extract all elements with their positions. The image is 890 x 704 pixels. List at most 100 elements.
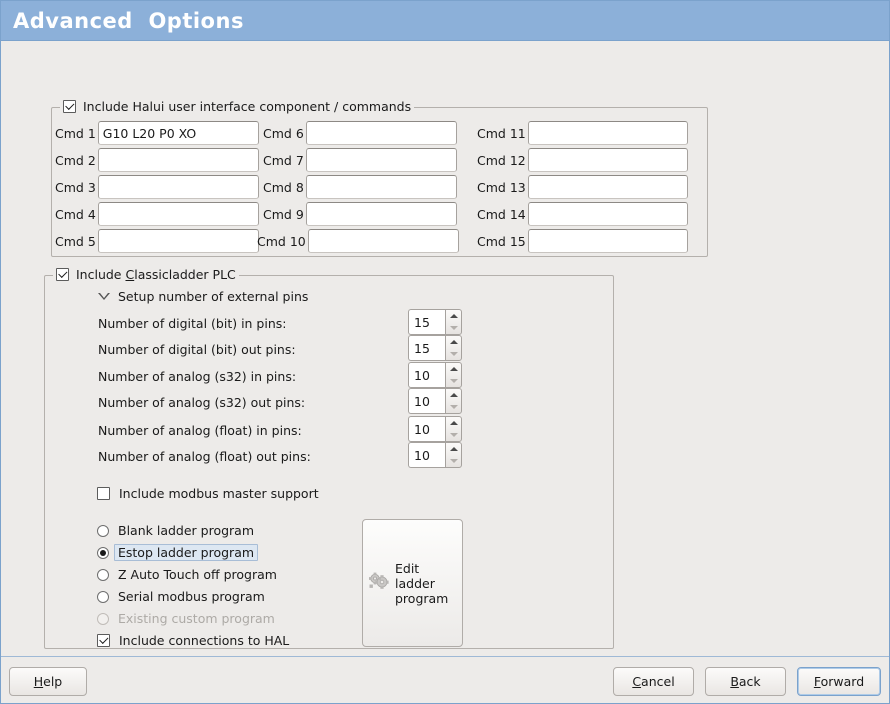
dialog-titlebar: Advanced Options	[1, 1, 889, 41]
pin-count-input[interactable]: 15	[408, 309, 445, 335]
radio-icon	[97, 612, 109, 625]
cmd-label: Cmd 12	[477, 152, 526, 168]
spinner-buttons[interactable]	[445, 442, 462, 468]
pin-label: Number of analog (s32) out pins:	[98, 395, 306, 410]
radio-icon[interactable]	[97, 546, 109, 559]
page-title: Advanced Options	[13, 8, 244, 33]
cmd-row: Cmd 11	[477, 121, 688, 145]
radio-blank-ladder-program[interactable]: Blank ladder program	[97, 523, 254, 538]
cmd-row: Cmd 12	[477, 148, 688, 172]
forward-button[interactable]: Forward	[797, 667, 881, 696]
pin-count-spinner[interactable]: 15	[408, 309, 462, 335]
spinner-buttons[interactable]	[445, 335, 462, 361]
spinner-buttons[interactable]	[445, 388, 462, 414]
pin-count-input[interactable]: 10	[408, 442, 445, 468]
cmd-input[interactable]	[527, 148, 688, 172]
spinner-up-icon[interactable]	[446, 310, 461, 322]
pin-label: Number of analog (float) out pins:	[98, 449, 311, 464]
radio-icon[interactable]	[97, 568, 109, 581]
pin-count-input[interactable]: 10	[408, 362, 445, 388]
cmd-label: Cmd 11	[477, 125, 526, 141]
cmd-input[interactable]	[305, 121, 457, 145]
radio-z-auto-touch-off-program[interactable]: Z Auto Touch off program	[97, 567, 277, 582]
cmd-label: Cmd 4	[55, 206, 96, 222]
pin-count-spinner[interactable]: 10	[408, 442, 462, 468]
external-pins-expander[interactable]: Setup number of external pins	[98, 289, 308, 304]
pin-count-input[interactable]: 10	[408, 416, 445, 442]
cmd-input[interactable]	[527, 175, 688, 199]
hal-connections-checkbox-row[interactable]: Include connections to HAL	[97, 633, 289, 648]
cmd-label: Cmd 9	[263, 206, 304, 222]
radio-existing-custom-program: Existing custom program	[97, 611, 275, 626]
spinner-up-icon[interactable]	[446, 443, 461, 455]
cancel-button[interactable]: Cancel	[613, 667, 694, 696]
classicladder-checkbox[interactable]	[56, 268, 69, 281]
help-button[interactable]: Help	[9, 667, 87, 696]
pin-label: Number of analog (s32) in pins:	[98, 369, 297, 384]
modbus-master-label: Include modbus master support	[119, 486, 319, 501]
cmd-input[interactable]	[527, 202, 688, 226]
cmd-input[interactable]	[527, 121, 688, 145]
radio-icon[interactable]	[97, 590, 109, 603]
spinner-buttons[interactable]	[445, 362, 462, 388]
cmd-row: Cmd 1 G10 L20 P0 XO	[55, 121, 259, 145]
modbus-master-checkbox-row[interactable]: Include modbus master support	[97, 486, 319, 501]
spinner-up-icon[interactable]	[446, 336, 461, 348]
cmd-input[interactable]	[97, 175, 259, 199]
classicladder-frame-label[interactable]: Include Classicladder PLC	[53, 267, 239, 282]
cmd-label: Cmd 2	[55, 152, 96, 168]
modbus-master-checkbox[interactable]	[97, 487, 110, 500]
classicladder-checkbox-label: Include Classicladder PLC	[76, 267, 236, 282]
gears-icon	[367, 570, 393, 597]
pin-count-input[interactable]: 15	[408, 335, 445, 361]
cmd-input[interactable]	[307, 229, 459, 253]
cmd-label: Cmd 1	[55, 125, 96, 141]
pin-count-spinner[interactable]: 15	[408, 335, 462, 361]
cmd-row: Cmd 9	[263, 202, 457, 226]
radio-icon[interactable]	[97, 524, 109, 537]
cmd-input[interactable]	[305, 202, 457, 226]
cmd-row: Cmd 13	[477, 175, 688, 199]
spinner-down-icon[interactable]	[446, 429, 461, 441]
cmd-label: Cmd 10	[257, 233, 306, 249]
cmd-label: Cmd 14	[477, 206, 526, 222]
cmd-row: Cmd 14	[477, 202, 688, 226]
cmd-input[interactable]	[97, 148, 259, 172]
radio-label: Blank ladder program	[118, 523, 255, 538]
spinner-up-icon[interactable]	[446, 417, 461, 429]
spinner-up-icon[interactable]	[446, 389, 461, 401]
radio-label: Z Auto Touch off program	[118, 567, 277, 582]
radio-estop-ladder-program[interactable]: Estop ladder program	[97, 544, 259, 561]
radio-label: Serial modbus program	[118, 589, 265, 604]
cmd-input[interactable]	[305, 175, 457, 199]
spinner-down-icon[interactable]	[446, 322, 461, 334]
back-button[interactable]: Back	[705, 667, 786, 696]
cmd-input[interactable]	[527, 229, 688, 253]
pin-count-spinner[interactable]: 10	[408, 362, 462, 388]
pin-count-input[interactable]: 10	[408, 388, 445, 414]
halui-frame-label[interactable]: Include Halui user interface component /…	[60, 99, 415, 114]
spinner-buttons[interactable]	[445, 309, 462, 335]
spinner-buttons[interactable]	[445, 416, 462, 442]
spinner-up-icon[interactable]	[446, 363, 461, 375]
cmd-input[interactable]	[97, 229, 259, 253]
halui-checkbox[interactable]	[63, 100, 76, 113]
cmd-input[interactable]: G10 L20 P0 XO	[97, 121, 259, 145]
hal-connections-checkbox[interactable]	[97, 634, 110, 647]
radio-serial-modbus-program[interactable]: Serial modbus program	[97, 589, 265, 604]
pin-label: Number of digital (bit) out pins:	[98, 342, 296, 357]
spinner-down-icon[interactable]	[446, 401, 461, 413]
edit-ladder-program-button[interactable]: Edit ladder program	[362, 519, 463, 647]
cmd-row: Cmd 4	[55, 202, 259, 226]
spinner-down-icon[interactable]	[446, 455, 461, 467]
cmd-label: Cmd 7	[263, 152, 304, 168]
pin-count-spinner[interactable]: 10	[408, 416, 462, 442]
spinner-down-icon[interactable]	[446, 348, 461, 360]
pin-count-spinner[interactable]: 10	[408, 388, 462, 414]
cmd-input[interactable]	[97, 202, 259, 226]
forward-button-label: Forward	[813, 674, 865, 689]
pin-label: Number of analog (float) in pins:	[98, 423, 302, 438]
cmd-input[interactable]	[305, 148, 457, 172]
spinner-down-icon[interactable]	[446, 375, 461, 387]
